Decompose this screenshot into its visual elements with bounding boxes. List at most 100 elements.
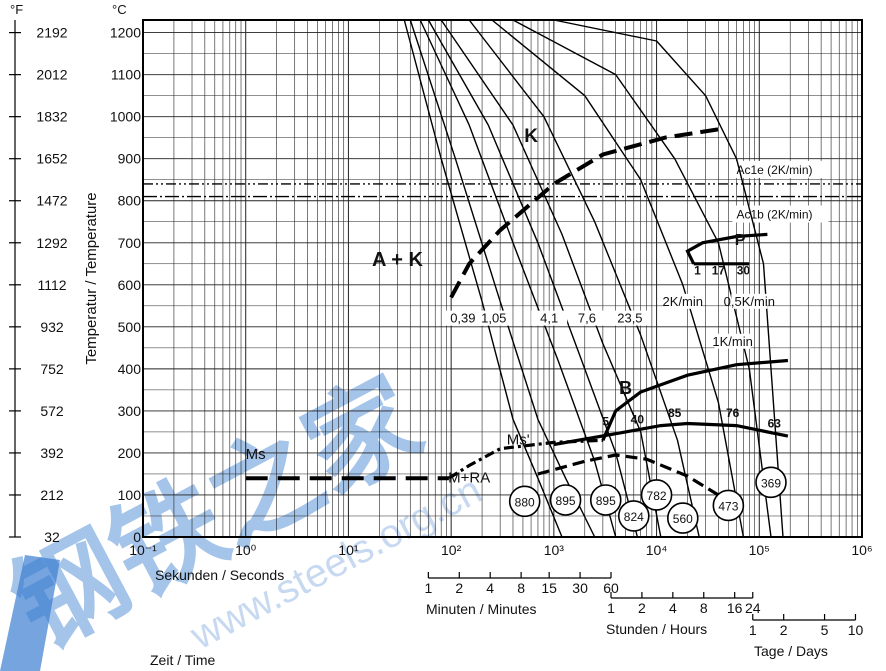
- cooling-rate-label: 0,5K/min: [724, 294, 775, 309]
- time-scale-tick-label: 16: [727, 600, 743, 616]
- x-tick-label: 10⁶: [851, 542, 872, 558]
- phase-percentage-label: 63: [768, 417, 782, 431]
- rate-label-bg: [444, 310, 481, 326]
- celsius-unit: °C: [112, 2, 127, 17]
- phase-percentage-label: 85: [668, 406, 682, 420]
- hardness-value: 824: [624, 510, 644, 524]
- x-tick-label: 10⁵: [749, 542, 770, 558]
- time-axis-label: Zeit / Time: [150, 652, 216, 668]
- cooling-rate-label: 7,6: [578, 311, 596, 326]
- reference-label-bg: [732, 205, 829, 223]
- rate-label-bg: [714, 333, 751, 349]
- bainite-finish-line: [537, 453, 720, 497]
- celsius-tick-label: 0: [133, 529, 141, 545]
- fahrenheit-tick-label: 572: [40, 403, 64, 419]
- rate-label-bg: [611, 310, 648, 326]
- time-scale-tick-label: 60: [603, 580, 619, 596]
- time-scale-tick-label: 30: [572, 580, 588, 596]
- cooling-rate-label: 2K/min: [663, 294, 703, 309]
- fahrenheit-tick-label: 392: [40, 445, 64, 461]
- region-label: M+RA: [448, 469, 490, 486]
- celsius-tick-label: 700: [118, 235, 142, 251]
- x-tick-label: 10³: [544, 542, 565, 558]
- cooling-curve: [419, 19, 617, 538]
- x-tick-label: 10⁰: [235, 542, 257, 558]
- hardness-value: 560: [673, 512, 693, 526]
- time-scale-tick-label: 24: [745, 600, 761, 616]
- hardness-circle: [666, 502, 699, 534]
- hardness-circle: [712, 489, 745, 522]
- cooling-curve: [553, 19, 784, 538]
- fahrenheit-tick-label: 2192: [36, 25, 67, 41]
- reference-label-bg: [732, 160, 829, 178]
- transformation-lines: [245, 127, 789, 497]
- cooling-rate-label: 1K/min: [712, 334, 752, 349]
- celsius-tick-label: 100: [118, 487, 142, 503]
- time-scale-tick-label: 2: [780, 622, 788, 638]
- y-axis-label: Temperatur / Temperature: [83, 192, 100, 364]
- x-tick-label: 10¹: [338, 542, 359, 558]
- rate-label-bg: [568, 310, 605, 326]
- fahrenheit-tick-label: 1292: [36, 235, 67, 251]
- cooling-rate-label: 1,05: [481, 311, 506, 326]
- phase-percentage-label: 76: [726, 406, 740, 420]
- x-tick-label: 10⁻¹: [129, 542, 157, 558]
- grid: [143, 20, 862, 537]
- fahrenheit-tick-label: 752: [40, 361, 64, 377]
- hardness-value: 895: [596, 494, 616, 508]
- x-tick-label: 10⁴: [646, 542, 668, 558]
- reference-lines: Ac1e (2K/min) Ac1b (2K/min): [143, 160, 862, 223]
- celsius-tick-label: 200: [118, 445, 142, 461]
- celsius-tick-label: 400: [118, 361, 142, 377]
- phase-percentage-label: 17: [712, 263, 726, 277]
- phase-percentage-label: 1: [694, 263, 701, 277]
- time-scale-tick-label: 8: [517, 580, 525, 596]
- fahrenheit-tick-label: 1652: [36, 151, 67, 167]
- hardness-circle: [755, 466, 787, 499]
- fahrenheit-tick-label: 1112: [37, 277, 66, 293]
- hardness-circle: [589, 484, 622, 516]
- fahrenheit-tick-label: 932: [40, 319, 64, 335]
- time-scale-title: Stunden / Hours: [606, 621, 707, 637]
- hardness-circle: [549, 484, 582, 516]
- fahrenheit-tick-label: 212: [40, 487, 64, 503]
- celsius-tick-label: 1100: [111, 67, 141, 83]
- cooling-curve: [409, 19, 596, 538]
- cooling-rate-label: 23,5: [617, 311, 642, 326]
- rate-label-bg: [531, 310, 568, 326]
- rate-label-bg: [731, 293, 768, 309]
- hardness-circle: [617, 500, 650, 532]
- region-label: A + K: [372, 249, 423, 271]
- time-scale-tick-label: 10: [848, 622, 864, 638]
- time-scale-tick-label: 15: [541, 580, 557, 596]
- region-label: P: [735, 232, 746, 249]
- reference-label: Ac1e (2K/min): [736, 163, 812, 177]
- x-tick-label: 10²: [441, 542, 462, 558]
- hardness-circle: [508, 485, 541, 518]
- celsius-tick-label: 300: [118, 403, 142, 419]
- hardness-value: 473: [718, 499, 738, 513]
- cooling-curve: [403, 19, 563, 538]
- phase-percentage-label: 40: [631, 413, 645, 427]
- region-label: K: [524, 126, 538, 147]
- celsius-tick-label: 800: [118, 193, 142, 209]
- time-scale-title: Minuten / Minutes: [426, 601, 537, 617]
- fahrenheit-tick-label: 32: [44, 529, 60, 545]
- time-scale-tick-label: 8: [700, 600, 708, 616]
- hardness-value: 782: [647, 489, 667, 503]
- fahrenheit-unit: °F: [10, 2, 23, 17]
- hardness-value: 369: [761, 476, 781, 490]
- cooling-curve: [440, 19, 662, 538]
- phase-percentage-label: 5: [602, 415, 609, 429]
- hardness-value: 895: [556, 494, 576, 508]
- time-scale-tick-label: 1: [424, 580, 432, 596]
- time-scale-tick-label: 1: [749, 622, 757, 638]
- plot-frame: [142, 19, 863, 538]
- hardness-value: 880: [515, 495, 535, 509]
- time-scale-tick-label: 5: [821, 622, 829, 638]
- cooling-rate-label: 4,1: [540, 311, 558, 326]
